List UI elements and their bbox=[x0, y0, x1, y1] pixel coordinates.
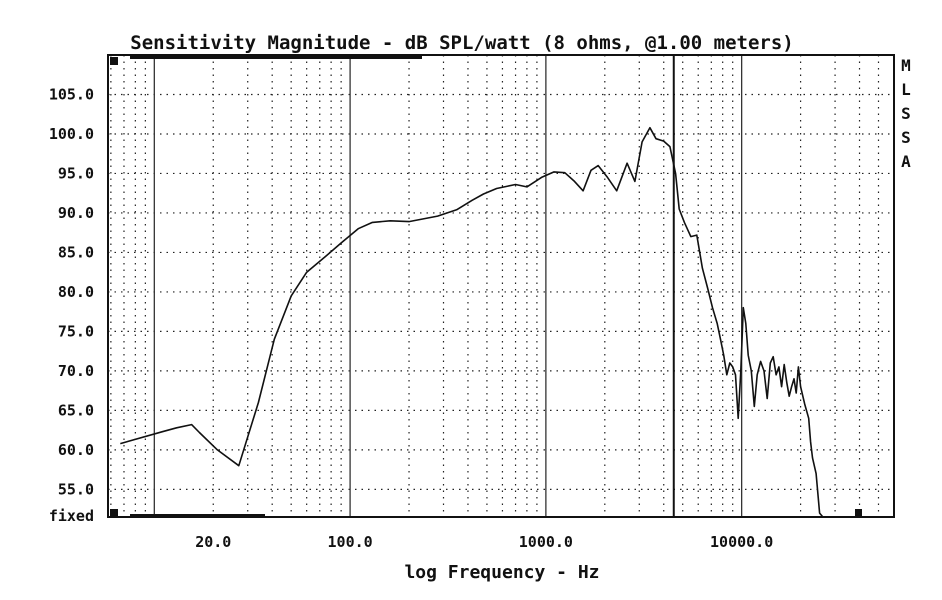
y-tick-labels: 55.0 60.0 65.0 70.0 75.0 80.0 85.0 90.0 95.0 100.… bbox=[49, 85, 94, 498]
x-tick-label: 10000.0 bbox=[710, 533, 773, 551]
top-cursor-bar bbox=[130, 55, 422, 59]
bottom-cursor-bar bbox=[130, 514, 265, 518]
y-tick-label: 100.0 bbox=[49, 125, 94, 143]
y-tick-label: 60.0 bbox=[58, 441, 94, 459]
side-label-letter: M bbox=[901, 56, 911, 75]
x-tick-label: 100.0 bbox=[328, 533, 373, 551]
y-tick-label: 55.0 bbox=[58, 480, 94, 498]
bottom-right-cursor-block bbox=[855, 509, 862, 517]
side-label-letter: S bbox=[901, 104, 911, 123]
side-label-letter: L bbox=[901, 80, 911, 99]
x-tick-label: 1000.0 bbox=[519, 533, 573, 551]
x-tick-label: 20.0 bbox=[195, 533, 231, 551]
y-tick-label: 90.0 bbox=[58, 204, 94, 222]
top-cursor-block bbox=[110, 57, 118, 65]
plot-frame bbox=[107, 54, 895, 518]
y-tick-label: 85.0 bbox=[58, 243, 94, 261]
side-label-letter: A bbox=[901, 152, 911, 171]
y-tick-label: 105.0 bbox=[49, 85, 94, 103]
side-label-letter: S bbox=[901, 128, 911, 147]
y-tick-label: 80.0 bbox=[58, 283, 94, 301]
y-tick-label: 75.0 bbox=[58, 322, 94, 340]
y-bottom-label: fixed bbox=[49, 507, 94, 525]
bottom-cursor-block bbox=[110, 509, 118, 517]
grid bbox=[108, 55, 895, 517]
y-tick-label: 65.0 bbox=[58, 401, 94, 419]
x-axis-label: log Frequency - Hz bbox=[404, 562, 599, 583]
y-tick-label: 70.0 bbox=[58, 362, 94, 380]
y-tick-label: 95.0 bbox=[58, 164, 94, 182]
x-tick-labels: 20.0 100.0 1000.0 10000.0 bbox=[195, 533, 773, 551]
chart-title: Sensitivity Magnitude - dB SPL/watt (8 o… bbox=[130, 32, 793, 54]
series-line-sensitivity bbox=[120, 126, 827, 518]
